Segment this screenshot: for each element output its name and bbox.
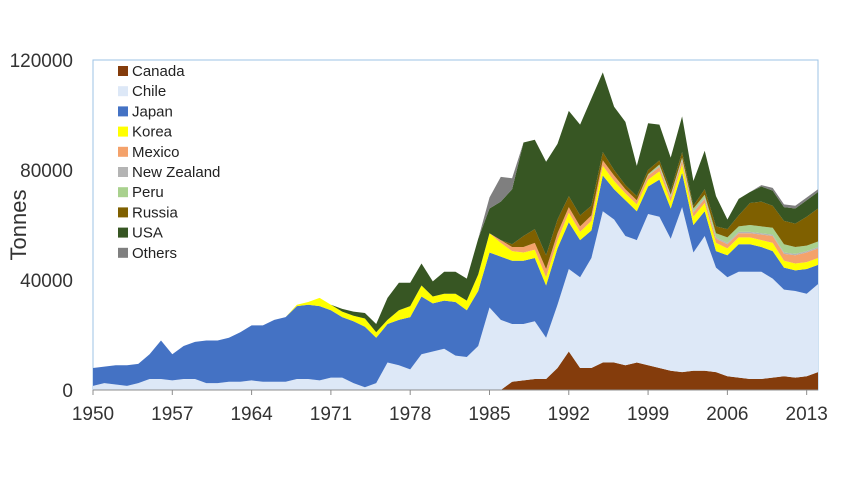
- legend-swatch-mexico: [118, 146, 128, 157]
- x-tick-label: 2006: [706, 404, 748, 425]
- legend-swatch-russia: [118, 207, 128, 218]
- axes: 1950 1957 1964 1971 1978 1985 1992 1999 2006 2013…: [10, 51, 828, 425]
- x-tick-label: 1978: [389, 404, 431, 425]
- legend-swatch-japan: [118, 106, 128, 117]
- legend-swatch-korea: [118, 126, 128, 137]
- legend-swatch-peru: [118, 187, 128, 198]
- area-chile: [93, 207, 818, 390]
- legend-label-usa: USA: [132, 225, 163, 242]
- area-canada: [93, 351, 818, 390]
- x-tick-label: 1971: [310, 404, 352, 425]
- area-japan: [93, 172, 818, 388]
- area-layers: [93, 72, 818, 390]
- legend-label-korea: Korea: [132, 124, 173, 141]
- x-tick-label: 1950: [72, 404, 114, 425]
- legend-swatch-chile: [118, 86, 128, 97]
- y-tick-label: 40000: [20, 271, 73, 292]
- legend-label-new-zealand: New Zealand: [132, 164, 220, 181]
- legend-label-chile: Chile: [132, 83, 166, 100]
- legend-label-russia: Russia: [132, 204, 179, 221]
- x-tick-label: 1985: [468, 404, 510, 425]
- legend-label-peru: Peru: [132, 184, 164, 201]
- y-tick-label: 0: [62, 381, 73, 402]
- legend-swatch-new-zealand: [118, 167, 128, 177]
- legend-swatch-others: [118, 247, 128, 258]
- legend-label-japan: Japan: [132, 103, 173, 120]
- legend-label-others: Others: [132, 245, 177, 262]
- legend-swatch-usa: [118, 227, 128, 238]
- y-axis-label: Tonnes: [6, 190, 31, 261]
- x-tick-label: 1957: [151, 404, 193, 425]
- x-tick-label: 1964: [230, 404, 273, 425]
- legend: Canada Chile Japan Korea Mexico New Zealand Pe…: [118, 63, 220, 262]
- legend-label-canada: Canada: [132, 63, 185, 80]
- legend-swatch-canada: [118, 66, 128, 76]
- x-tick-label: 1992: [548, 404, 590, 425]
- y-tick-label: 80000: [20, 161, 73, 182]
- legend-label-mexico: Mexico: [132, 144, 180, 161]
- y-tick-label: 120000: [10, 51, 73, 72]
- x-tick-label: 2013: [786, 404, 828, 425]
- x-tick-label: 1999: [627, 404, 669, 425]
